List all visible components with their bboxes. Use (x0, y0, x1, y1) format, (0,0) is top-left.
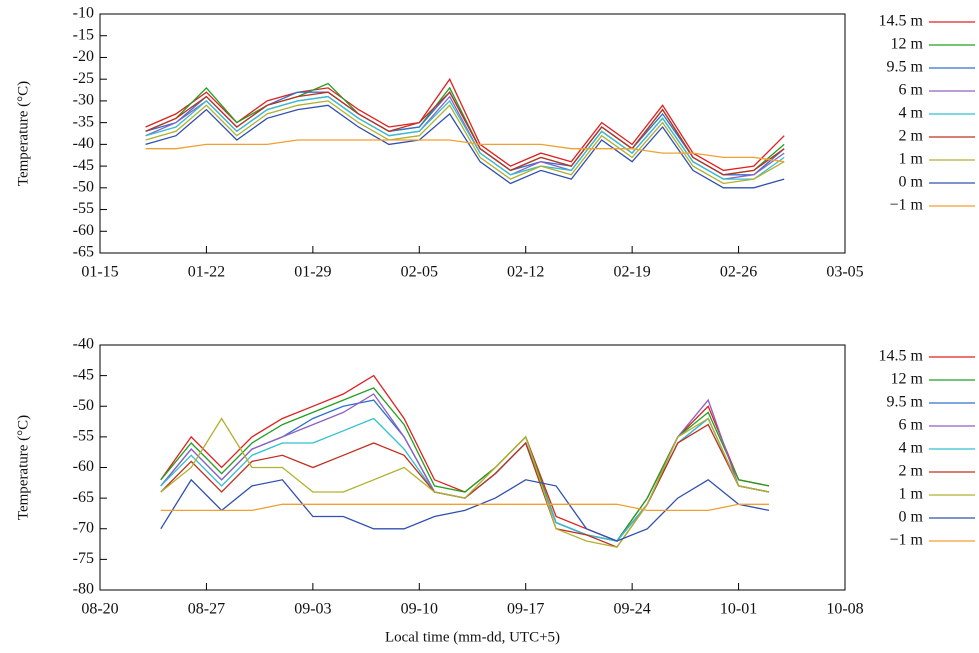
x-tick-label: 10-01 (720, 601, 757, 618)
series-line (160, 417, 770, 548)
y-tick-label: -40 (73, 336, 94, 353)
legend-label: −1 m (890, 197, 924, 214)
x-tick-label: 01-22 (188, 264, 225, 281)
legend-label: 0 m (899, 509, 924, 526)
y-tick-label: -15 (73, 26, 94, 43)
series-line (145, 139, 785, 163)
x-tick-label: 10-08 (826, 601, 863, 618)
series-line (160, 503, 769, 512)
series-line (145, 77, 785, 172)
series-line (145, 91, 785, 176)
legend-label: 0 m (899, 174, 924, 191)
y-tick-label: -30 (73, 92, 94, 109)
legend-label: 2 m (899, 463, 924, 480)
legend-label: 9.5 m (887, 394, 924, 411)
y-tick-label: -50 (73, 397, 94, 414)
y-tick-label: -60 (73, 458, 94, 475)
y-axis-label: Temperature (°C) (15, 415, 31, 520)
legend-label: 6 m (899, 82, 924, 99)
y-tick-label: -40 (73, 135, 94, 152)
x-tick-label: 09-10 (401, 601, 438, 618)
x-tick-label: 08-27 (188, 601, 225, 618)
y-tick-label: -35 (73, 113, 94, 130)
x-tick-label: 02-05 (401, 264, 438, 281)
series-line (145, 104, 785, 189)
y-tick-label: -25 (73, 70, 94, 87)
x-tick-label: 02-19 (613, 264, 650, 281)
y-tick-label: -45 (73, 366, 94, 383)
plot-frame (99, 13, 846, 254)
legend-label: 4 m (899, 105, 924, 122)
x-tick-label: 09-03 (294, 601, 331, 618)
series-line (145, 100, 785, 185)
y-tick-label: -80 (73, 581, 94, 598)
y-tick-label: -70 (73, 519, 94, 536)
series-line (160, 399, 770, 542)
y-tick-label: -65 (73, 489, 94, 506)
x-tick-label: 01-15 (81, 264, 118, 281)
legend-label: 14.5 m (879, 13, 924, 30)
y-tick-label: -65 (73, 244, 94, 261)
legend-label: 12 m (891, 371, 924, 388)
legend-label: 14.5 m (879, 348, 924, 365)
legend-label: 1 m (899, 486, 924, 503)
y-tick-label: -55 (73, 200, 94, 217)
legend-label: 9.5 m (887, 59, 924, 76)
legend-label: 6 m (899, 417, 924, 434)
y-tick-label: -20 (73, 48, 94, 65)
y-tick-label: -45 (73, 157, 94, 174)
y-tick-label: -10 (73, 5, 94, 22)
y-tick-label: -60 (73, 222, 94, 239)
series-line (160, 374, 770, 542)
legend-label: 2 m (899, 128, 924, 145)
legend-label: 1 m (899, 151, 924, 168)
x-tick-label: 02-12 (507, 264, 544, 281)
y-tick-label: -50 (73, 178, 94, 195)
x-tick-label: 01-29 (294, 264, 331, 281)
x-tick-label: 09-17 (507, 601, 544, 618)
series-line (160, 387, 770, 542)
x-tick-label: 03-05 (826, 264, 863, 281)
x-tick-label: 08-20 (81, 601, 118, 618)
series-line (145, 91, 785, 176)
series-line (145, 95, 785, 180)
legend-label: 12 m (891, 36, 924, 53)
x-tick-label: 02-26 (720, 264, 757, 281)
y-axis-label: Temperature (°C) (15, 81, 31, 186)
x-tick-label: 09-24 (613, 601, 650, 618)
y-tick-label: -75 (73, 550, 94, 567)
legend-label: 4 m (899, 440, 924, 457)
series-line (160, 478, 770, 542)
legend-label: −1 m (890, 532, 924, 549)
y-tick-label: -55 (73, 428, 94, 445)
series-line (145, 82, 785, 176)
x-axis-label: Local time (mm-dd, UTC+5) (385, 629, 560, 645)
